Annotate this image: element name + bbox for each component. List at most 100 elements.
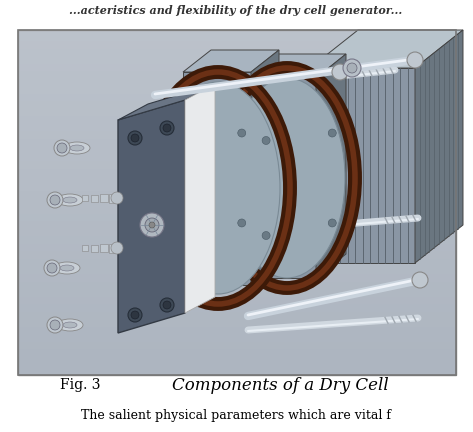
Bar bbox=[18, 275, 456, 276]
Circle shape bbox=[255, 253, 265, 263]
Circle shape bbox=[299, 93, 309, 103]
Bar bbox=[18, 109, 456, 110]
Bar bbox=[18, 182, 456, 183]
Bar bbox=[18, 139, 456, 140]
Bar bbox=[18, 283, 456, 284]
Text: Components of a Dry Cell: Components of a Dry Cell bbox=[172, 377, 388, 394]
Circle shape bbox=[160, 298, 174, 312]
Bar bbox=[18, 143, 456, 144]
Bar bbox=[18, 259, 456, 260]
Bar bbox=[18, 101, 456, 102]
Bar bbox=[18, 213, 456, 214]
Bar bbox=[18, 223, 456, 224]
Circle shape bbox=[407, 52, 423, 68]
Bar bbox=[82, 245, 88, 251]
Polygon shape bbox=[310, 68, 415, 263]
Bar bbox=[18, 373, 456, 374]
Bar bbox=[18, 58, 456, 59]
Circle shape bbox=[234, 257, 244, 267]
Bar bbox=[18, 246, 456, 247]
Bar bbox=[18, 122, 456, 123]
Bar bbox=[18, 103, 456, 104]
Bar bbox=[18, 86, 456, 87]
Bar bbox=[18, 314, 456, 315]
Bar bbox=[18, 317, 456, 318]
Bar bbox=[18, 225, 456, 226]
Circle shape bbox=[160, 121, 174, 135]
Bar bbox=[18, 178, 456, 179]
Bar bbox=[18, 229, 456, 230]
Bar bbox=[18, 233, 456, 234]
Bar bbox=[18, 351, 456, 352]
Bar bbox=[18, 100, 456, 101]
Bar bbox=[18, 328, 456, 329]
Bar bbox=[18, 53, 456, 54]
Bar bbox=[18, 211, 456, 212]
Bar bbox=[18, 334, 456, 335]
Circle shape bbox=[343, 59, 361, 77]
Bar bbox=[18, 110, 456, 111]
Bar bbox=[18, 198, 456, 199]
Bar bbox=[18, 199, 456, 200]
Bar bbox=[18, 180, 456, 181]
Bar bbox=[18, 236, 456, 237]
Bar bbox=[18, 352, 456, 353]
Circle shape bbox=[163, 301, 171, 309]
Bar bbox=[18, 91, 456, 92]
Bar bbox=[18, 76, 456, 77]
Bar bbox=[18, 355, 456, 356]
Bar bbox=[18, 155, 456, 156]
Bar bbox=[18, 84, 456, 85]
Bar bbox=[18, 240, 456, 241]
Bar bbox=[82, 195, 88, 201]
Bar bbox=[18, 150, 456, 151]
Bar bbox=[18, 353, 456, 354]
Bar bbox=[18, 61, 456, 62]
Circle shape bbox=[238, 219, 246, 227]
Bar bbox=[18, 66, 456, 67]
Bar bbox=[18, 200, 456, 201]
Bar bbox=[18, 44, 456, 45]
Bar bbox=[18, 140, 456, 141]
Bar bbox=[18, 215, 456, 216]
Bar bbox=[18, 181, 456, 182]
Bar bbox=[18, 329, 456, 330]
Bar bbox=[18, 323, 456, 324]
Bar bbox=[18, 130, 456, 131]
Bar bbox=[18, 31, 456, 32]
Bar bbox=[18, 290, 456, 291]
Circle shape bbox=[131, 134, 139, 142]
Bar bbox=[18, 359, 456, 360]
Circle shape bbox=[328, 219, 336, 227]
Polygon shape bbox=[310, 30, 463, 68]
Bar bbox=[18, 39, 456, 40]
Bar bbox=[18, 46, 456, 47]
Bar bbox=[18, 56, 456, 57]
Bar bbox=[18, 254, 456, 255]
Bar bbox=[18, 164, 456, 165]
Bar bbox=[18, 113, 456, 114]
Bar bbox=[18, 134, 456, 135]
Bar bbox=[18, 30, 456, 375]
Bar bbox=[18, 177, 456, 178]
Bar bbox=[18, 279, 456, 280]
Bar bbox=[18, 330, 456, 331]
Bar bbox=[18, 227, 456, 228]
Bar bbox=[18, 231, 456, 232]
Bar bbox=[18, 174, 456, 175]
Bar bbox=[18, 366, 456, 367]
Bar bbox=[18, 169, 456, 170]
Bar bbox=[18, 123, 456, 124]
Bar bbox=[18, 206, 456, 207]
Bar bbox=[18, 362, 456, 363]
Bar bbox=[18, 156, 456, 157]
Bar bbox=[18, 265, 456, 266]
Bar bbox=[18, 284, 456, 285]
Bar bbox=[18, 302, 456, 303]
Bar bbox=[18, 197, 456, 198]
Polygon shape bbox=[248, 78, 316, 278]
Bar bbox=[18, 348, 456, 349]
Bar bbox=[18, 128, 456, 129]
Bar bbox=[18, 304, 456, 305]
Bar bbox=[18, 338, 456, 339]
